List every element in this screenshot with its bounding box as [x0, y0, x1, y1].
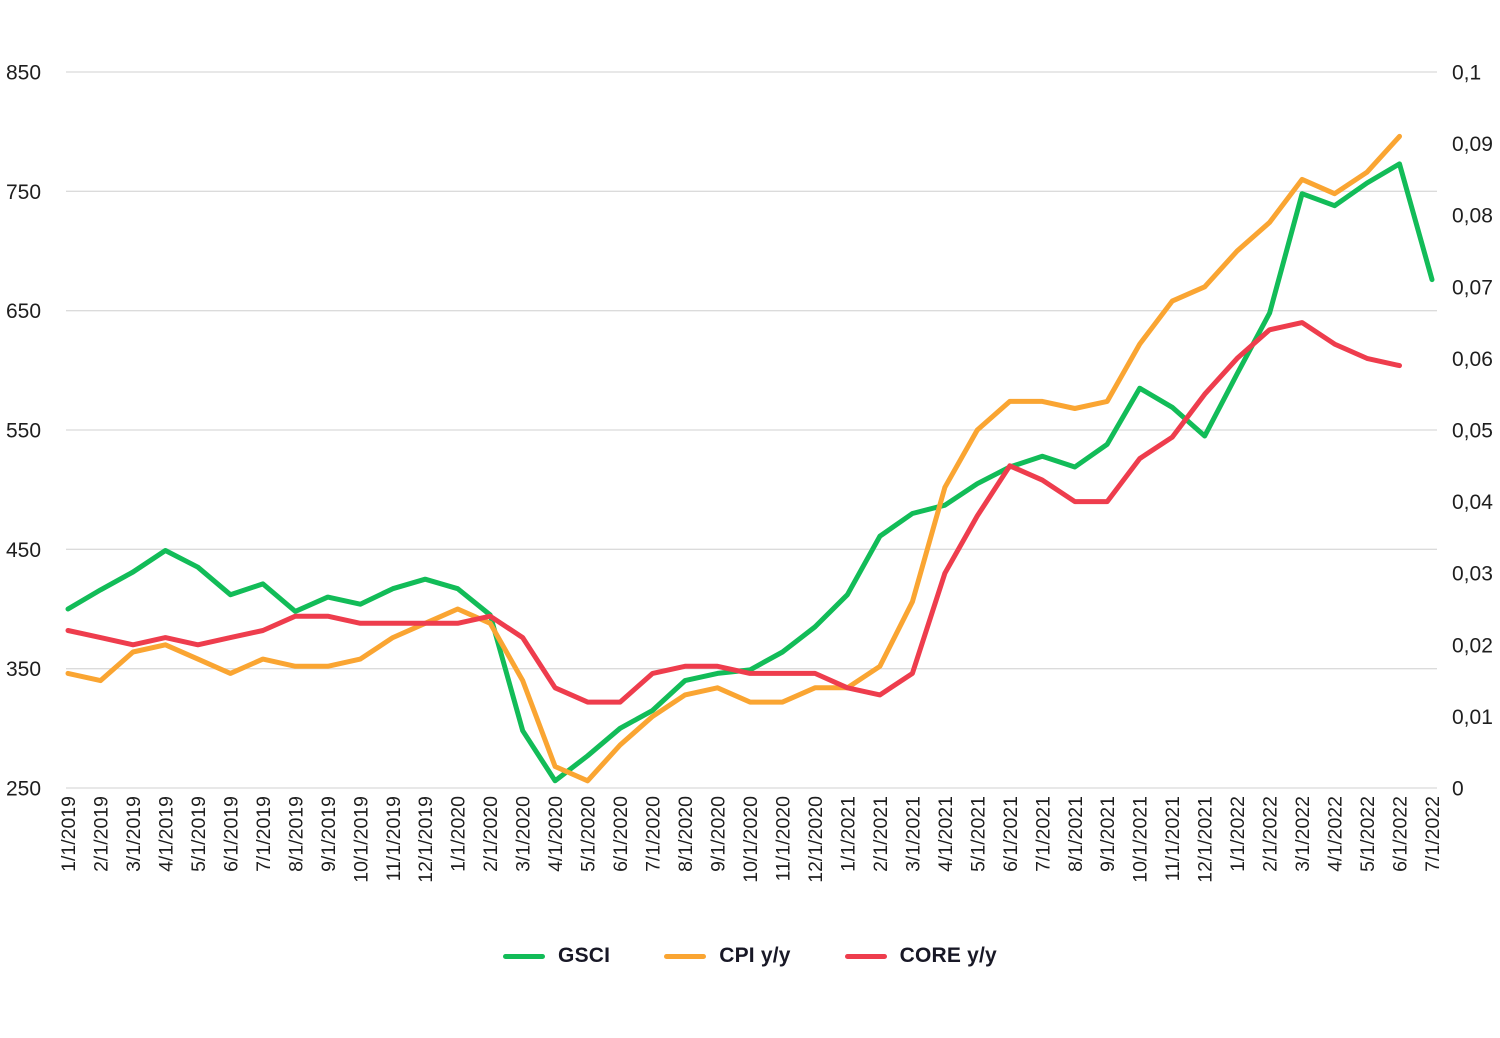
x-axis-tick-label: 1/1/2021: [837, 796, 859, 872]
series-line-gsci: [65, 161, 1435, 784]
cpi-line-swatch-icon: [664, 953, 707, 959]
chart-legend: GSCI CPI y/y CORE y/y: [0, 944, 1500, 968]
gsci-line-swatch-icon: [503, 953, 546, 959]
core-line-swatch-icon: [844, 953, 887, 959]
x-axis-tick-label: 7/1/2021: [1032, 796, 1054, 872]
x-axis-tick-label: 7/1/2022: [1422, 796, 1444, 872]
x-axis-tick-label: 9/1/2019: [318, 796, 340, 872]
x-axis-tick-label: 3/1/2019: [123, 796, 145, 872]
x-axis-tick-label: 9/1/2020: [708, 796, 730, 872]
x-axis-tick-label: 11/1/2020: [772, 796, 794, 881]
x-axis-tick-label: 7/1/2019: [253, 796, 275, 872]
line-chart: 850 750 650 550 450 350 250 0,1 0,09 0,08 0,07 0,06…: [6, 62, 1493, 883]
x-axis-tick-label: 2/1/2019: [90, 796, 112, 872]
legend-item-gsci[interactable]: GSCI: [503, 944, 610, 968]
y-axis-left-tick-label: 650: [6, 300, 41, 323]
x-axis-tick-label: 8/1/2019: [285, 796, 307, 872]
x-axis-tick-label: 2/1/2022: [1260, 796, 1282, 872]
y-axis-right-tick-label: 0,03: [1452, 563, 1493, 586]
y-axis-right-tick-label: 0,1: [1452, 62, 1481, 85]
x-axis-tick-label: 3/1/2020: [513, 796, 535, 872]
y-axis-left-tick-label: 250: [6, 778, 41, 801]
x-axis-tick-label: 1/1/2022: [1227, 796, 1249, 872]
x-axis-tick-label: 4/1/2019: [155, 796, 177, 872]
legend-label-cpi: CPI y/y: [719, 944, 791, 967]
x-axis-tick-label: 1/1/2019: [58, 796, 80, 872]
x-axis-tick-label: 5/1/2022: [1357, 796, 1379, 872]
y-axis-left-tick-label: 450: [6, 539, 41, 562]
y-axis-left-tick-label: 750: [6, 181, 41, 204]
x-axis-tick-label: 12/1/2019: [415, 796, 437, 883]
y-axis-left-tick-label: 550: [6, 420, 41, 443]
x-axis-tick-label: 7/1/2020: [643, 796, 665, 872]
x-axis-tick-label: 10/1/2020: [740, 796, 762, 883]
x-axis-tick-label: 6/1/2019: [220, 796, 242, 872]
x-axis-tick-label: 6/1/2022: [1390, 796, 1412, 872]
x-axis-tick-label: 8/1/2021: [1065, 796, 1087, 872]
x-axis-tick-label: 2/1/2021: [870, 796, 892, 872]
x-axis-tick-label: 4/1/2022: [1325, 796, 1347, 872]
x-axis-tick-label: 11/1/2021: [1162, 796, 1184, 881]
x-axis-tick-label: 1/1/2020: [448, 796, 470, 872]
x-axis-tick-label: 3/1/2022: [1292, 796, 1314, 872]
x-axis-tick-label: 4/1/2021: [935, 796, 957, 872]
y-axis-left-tick-label: 350: [6, 658, 41, 681]
series-line-core-y-y: [65, 320, 1402, 705]
legend-label-gsci: GSCI: [558, 944, 611, 967]
x-axis-tick-label: 5/1/2021: [967, 796, 989, 872]
legend-label-core: CORE y/y: [899, 944, 997, 967]
y-axis-right-tick-label: 0,02: [1452, 634, 1493, 657]
y-axis-right-tick-label: 0,04: [1452, 491, 1493, 514]
x-axis-tick-label: 10/1/2019: [350, 796, 372, 883]
x-axis-tick-label: 5/1/2019: [188, 796, 210, 872]
y-axis-right-tick-label: 0,01: [1452, 706, 1493, 729]
y-axis-right-tick-label: 0,08: [1452, 205, 1493, 228]
x-axis-tick-label: 12/1/2021: [1195, 796, 1217, 883]
y-axis-right-tick-label: 0,09: [1452, 133, 1493, 156]
x-axis-tick-label: 5/1/2020: [578, 796, 600, 872]
x-axis-tick-label: 9/1/2021: [1097, 796, 1119, 872]
legend-item-core[interactable]: CORE y/y: [844, 944, 997, 968]
y-axis-left-tick-label: 850: [6, 62, 41, 85]
x-axis-tick-label: 2/1/2020: [480, 796, 502, 872]
y-axis-right-tick-label: 0,05: [1452, 420, 1493, 443]
x-axis-tick-label: 4/1/2020: [545, 796, 567, 872]
x-axis-tick-label: 6/1/2020: [610, 796, 632, 872]
x-axis-tick-label: 12/1/2020: [805, 796, 827, 883]
x-axis-tick-label: 8/1/2020: [675, 796, 697, 872]
x-axis-tick-label: 11/1/2019: [383, 796, 405, 881]
x-axis-tick-label: 3/1/2021: [902, 796, 924, 872]
x-axis-tick-label: 10/1/2021: [1130, 796, 1152, 883]
y-axis-right-tick-label: 0,07: [1452, 276, 1493, 299]
legend-item-cpi[interactable]: CPI y/y: [664, 944, 790, 968]
y-axis-right-tick-label: 0: [1452, 778, 1464, 801]
x-axis-tick-label: 6/1/2021: [1000, 796, 1022, 872]
series-line-cpi-y-y: [65, 133, 1402, 784]
y-axis-right-tick-label: 0,06: [1452, 348, 1493, 371]
